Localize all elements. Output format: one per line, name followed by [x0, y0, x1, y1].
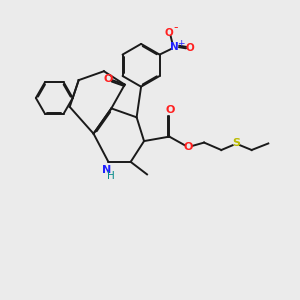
Text: N: N	[102, 165, 112, 175]
Text: O: O	[104, 74, 113, 84]
Text: S: S	[232, 139, 240, 148]
Text: +: +	[177, 39, 185, 48]
Text: O: O	[184, 142, 193, 152]
Text: O: O	[165, 106, 175, 116]
Text: O: O	[165, 28, 173, 38]
Text: N: N	[170, 42, 179, 52]
Text: -: -	[173, 21, 178, 34]
Text: O: O	[186, 44, 194, 53]
Text: H: H	[106, 171, 114, 181]
